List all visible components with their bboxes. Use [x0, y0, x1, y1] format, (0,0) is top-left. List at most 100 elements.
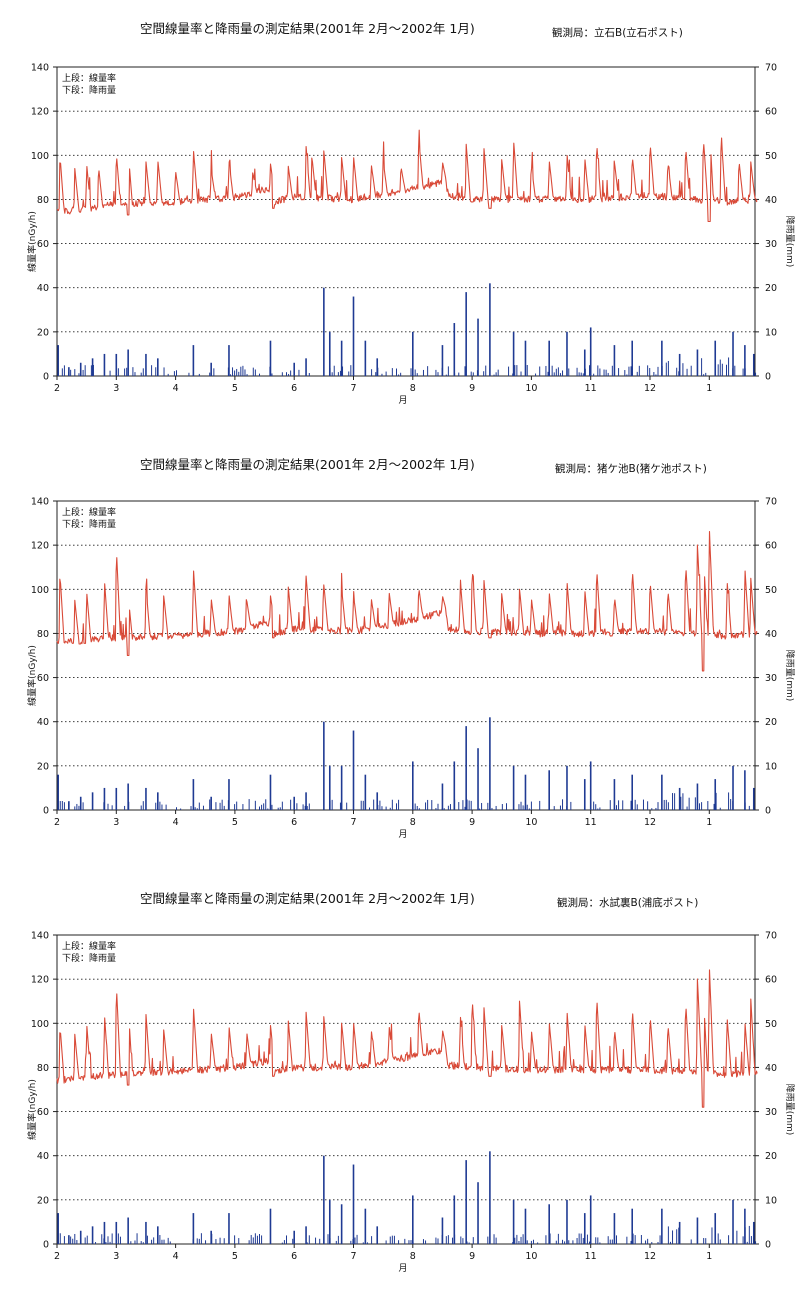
station-label: 観測局：立石B(立石ポスト): [552, 27, 683, 39]
x-tick-label: 7: [350, 1251, 356, 1262]
x-axis-label: 月: [398, 829, 407, 840]
x-tick-label: 9: [469, 383, 475, 394]
x-tick-label: 10: [525, 817, 537, 828]
y-right-tick-label: 20: [765, 1151, 777, 1162]
y-left-tick-label: 60: [37, 1107, 49, 1118]
legend-upper: 上段：線量率: [62, 506, 116, 518]
x-tick-label: 10: [525, 383, 537, 394]
y-left-axis-label: 線量率(nGy/h): [26, 645, 38, 706]
x-tick-label: 3: [113, 383, 119, 394]
x-tick-label: 6: [291, 383, 297, 394]
chart-title: 空間線量率と降雨量の測定結果(2001年 2月～2002年 1月): [140, 891, 475, 906]
x-tick-label: 2: [54, 817, 60, 828]
y-right-tick-label: 40: [765, 629, 777, 640]
chart-panel-inokeike: 空間線量率と降雨量の測定結果(2001年 2月～2002年 1月) 観測局：猪ケ…: [0, 434, 800, 864]
x-tick-label: 3: [113, 817, 119, 828]
y-left-tick-label: 60: [37, 239, 49, 250]
plot-frame: [56, 500, 756, 811]
grid: [57, 500, 755, 767]
y-left-tick-label: 20: [37, 761, 49, 772]
chart-panel-suishiura: 空間線量率と降雨量の測定結果(2001年 2月～2002年 1月) 観測局：水試…: [0, 868, 800, 1298]
y-right-tick-label: 70: [765, 497, 777, 508]
x-tick-label: 8: [410, 1251, 416, 1262]
y-left-tick-label: 120: [31, 975, 49, 986]
station-label: 観測局：猪ケ池B(猪ケ池ポスト): [555, 463, 707, 475]
grid: [57, 934, 755, 1201]
y-right-tick-label: 60: [765, 975, 777, 986]
y-left-tick-label: 80: [37, 629, 49, 640]
y-right-tick-label: 0: [765, 806, 771, 817]
x-tick-label: 6: [291, 1251, 297, 1262]
x-tick-label: 8: [410, 383, 416, 394]
x-tick-label: 1: [706, 1251, 712, 1262]
y-left-tick-label: 40: [37, 1151, 49, 1162]
y-left-tick-label: 120: [31, 107, 49, 118]
y-right-tick-label: 10: [765, 761, 777, 772]
x-tick-label: 5: [232, 1251, 238, 1262]
x-tick-label: 2: [54, 1251, 60, 1262]
y-right-tick-label: 20: [765, 283, 777, 294]
chart-panel-tateishi: 空間線量率と降雨量の測定結果(2001年 2月～2002年 1月) 観測局：立石…: [0, 0, 800, 430]
x-tick-label: 4: [173, 383, 179, 394]
x-axis-label: 月: [398, 395, 407, 406]
x-tick-label: 2: [54, 383, 60, 394]
x-tick-label: 11: [585, 383, 597, 394]
chart-svg: 0 20 40 60 80 100 120 140 0 10 20 30 40 50 60 70 2 3 4 5 6 7 8…: [26, 931, 796, 1275]
x-tick-label: 4: [173, 1251, 179, 1262]
y-right-tick-label: 0: [765, 1240, 771, 1251]
x-tick-label: 5: [232, 817, 238, 828]
y-right-tick-label: 30: [765, 673, 777, 684]
x-tick-label: 10: [525, 1251, 537, 1262]
x-tick-label: 12: [644, 817, 656, 828]
dose-rate-line: [56, 969, 758, 1108]
y-right-tick-label: 20: [765, 717, 777, 728]
y-left-tick-label: 140: [31, 63, 49, 74]
legend-lower: 下段：降雨量: [62, 84, 116, 96]
dose-rate-line: [56, 530, 758, 672]
x-tick-label: 9: [469, 817, 475, 828]
y-right-tick-label: 50: [765, 585, 777, 596]
legend-upper: 上段：線量率: [62, 72, 116, 84]
y-right-tick-label: 70: [765, 931, 777, 942]
x-tick-label: 4: [173, 817, 179, 828]
y-left-tick-label: 140: [31, 931, 49, 942]
legend-lower: 下段：降雨量: [62, 952, 116, 964]
y-right-tick-label: 10: [765, 327, 777, 338]
y-right-axis-label: 降雨量(mm): [784, 1084, 796, 1136]
x-tick-label: 7: [350, 383, 356, 394]
chart-svg: 0 20 40 60 80 100 120 140 0 10 20 30 40 50 60 70 2 3 4 5 6 7 8…: [26, 497, 796, 841]
legend-lower: 下段：降雨量: [62, 518, 116, 530]
y-left-tick-label: 80: [37, 195, 49, 206]
chart-title: 空間線量率と降雨量の測定結果(2001年 2月～2002年 1月): [140, 21, 475, 36]
y-left-tick-label: 40: [37, 283, 49, 294]
y-right-tick-label: 60: [765, 107, 777, 118]
y-right-tick-label: 40: [765, 195, 777, 206]
y-right-tick-label: 60: [765, 541, 777, 552]
x-tick-label: 8: [410, 817, 416, 828]
y-right-tick-label: 50: [765, 1019, 777, 1030]
x-tick-label: 7: [350, 817, 356, 828]
x-tick-label: 1: [706, 817, 712, 828]
chart-title: 空間線量率と降雨量の測定結果(2001年 2月～2002年 1月): [140, 457, 475, 472]
x-tick-label: 12: [644, 1251, 656, 1262]
plot-frame: [56, 66, 756, 377]
x-tick-label: 5: [232, 383, 238, 394]
x-tick-label: 11: [585, 1251, 597, 1262]
x-tick-label: 12: [644, 383, 656, 394]
x-tick-label: 3: [113, 1251, 119, 1262]
y-left-tick-label: 100: [31, 585, 49, 596]
y-left-tick-label: 60: [37, 673, 49, 684]
y-right-axis-label: 降雨量(mm): [784, 216, 796, 268]
y-right-tick-label: 0: [765, 372, 771, 383]
rain-series: [57, 283, 757, 376]
rain-series: [57, 717, 755, 810]
y-right-axis-label: 降雨量(mm): [784, 650, 796, 702]
y-left-tick-label: 80: [37, 1063, 49, 1074]
y-left-tick-label: 0: [43, 372, 49, 383]
y-right-tick-label: 30: [765, 239, 777, 250]
y-right-tick-label: 50: [765, 151, 777, 162]
legend-upper: 上段：線量率: [62, 940, 116, 952]
y-left-tick-label: 40: [37, 717, 49, 728]
x-tick-label: 1: [706, 383, 712, 394]
plot-frame: [56, 934, 756, 1245]
